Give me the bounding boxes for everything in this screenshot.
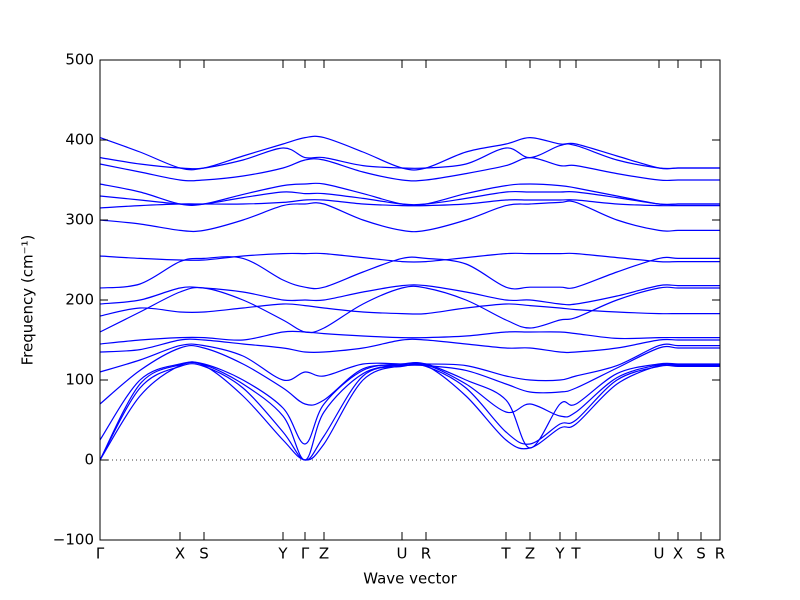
x-tick-label: R (715, 545, 725, 563)
x-tick-label: T (500, 545, 511, 563)
band-line (99, 182, 720, 206)
y-tick-label: 500 (65, 51, 94, 69)
band-line (99, 345, 720, 406)
x-tick-label: X (673, 545, 683, 563)
band-line (99, 330, 720, 345)
x-tick-label: Z (319, 545, 329, 563)
band-line (99, 361, 720, 461)
x-axis-label: Wave vector (363, 570, 457, 588)
y-tick-label: −100 (53, 531, 94, 549)
y-tick-label: 100 (65, 371, 94, 389)
y-axis-label: Frequency (cm⁻¹) (19, 235, 37, 366)
band-line (99, 361, 720, 461)
x-tick-label: Y (277, 545, 288, 563)
x-tick-label: Y (554, 545, 565, 563)
y-tick-label: 400 (65, 131, 94, 149)
band-line (99, 198, 720, 209)
band-line (99, 252, 720, 263)
x-tick-label: T (570, 545, 581, 563)
x-tick-label: Γ (301, 545, 310, 563)
y-tick-label: 200 (65, 291, 94, 309)
x-tick-label: R (421, 545, 431, 563)
band-line (99, 143, 720, 170)
band-line (99, 135, 720, 171)
band-line (99, 343, 720, 382)
x-tick-label: S (199, 545, 209, 563)
band-line (99, 338, 720, 354)
band-line (99, 256, 720, 290)
band-line (99, 284, 720, 306)
x-tick-label: U (397, 545, 408, 563)
y-tick-label: 300 (65, 211, 94, 229)
y-tick-label: 0 (84, 451, 94, 469)
x-tick-label: Γ (96, 545, 105, 563)
x-tick-label: Z (525, 545, 535, 563)
x-tick-label: X (175, 545, 185, 563)
x-tick-label: S (696, 545, 706, 563)
band-line (99, 200, 720, 233)
band-line (99, 156, 720, 182)
band-line (99, 303, 720, 317)
x-tick-label: U (654, 545, 665, 563)
plot-frame (99, 59, 721, 541)
band-line (99, 285, 720, 334)
